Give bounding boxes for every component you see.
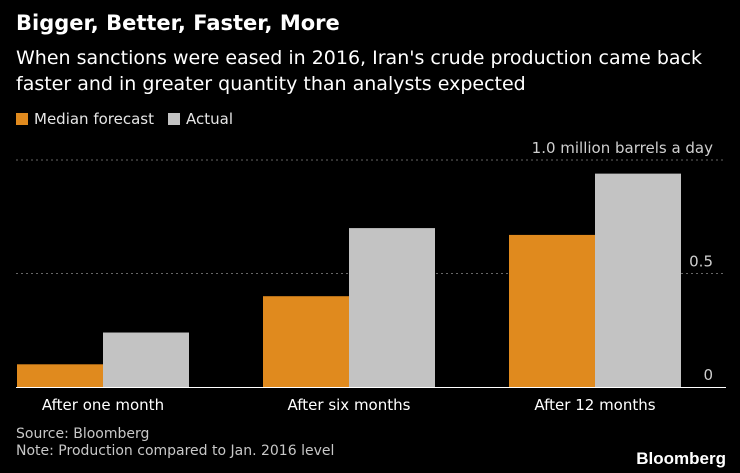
chart-footer: Source: Bloomberg Note: Production compa…	[16, 426, 334, 460]
production-note: Note: Production compared to Jan. 2016 l…	[16, 443, 335, 459]
y-tick-label: 0.5	[689, 253, 713, 271]
chart-title: Bigger, Better, Faster, More	[16, 11, 340, 35]
bloomberg-logo: Bloomberg	[636, 449, 726, 468]
bar-actual	[349, 228, 435, 387]
legend-swatch-actual	[168, 113, 180, 125]
bar-forecast	[263, 296, 349, 387]
x-tick-label: After one month	[42, 396, 164, 414]
y-tick-label: 0	[703, 366, 713, 384]
bar-actual	[595, 173, 681, 387]
source-note: Source: Bloomberg	[16, 426, 150, 442]
legend-swatch-forecast	[16, 113, 28, 125]
legend-label-actual: Actual	[186, 110, 233, 128]
legend-item-forecast: Median forecast	[16, 110, 154, 128]
bar-forecast	[17, 364, 103, 387]
y-tick-label: 1.0 million barrels a day	[532, 139, 713, 157]
legend-label-forecast: Median forecast	[34, 110, 154, 128]
bar-forecast	[509, 234, 595, 387]
x-tick-label: After 12 months	[534, 396, 655, 414]
chart-subtitle: When sanctions were eased in 2016, Iran'…	[16, 47, 703, 95]
bar-actual	[103, 332, 189, 387]
x-tick-label: After six months	[288, 396, 411, 414]
legend-item-actual: Actual	[168, 110, 233, 128]
legend: Median forecast Actual	[16, 110, 247, 128]
